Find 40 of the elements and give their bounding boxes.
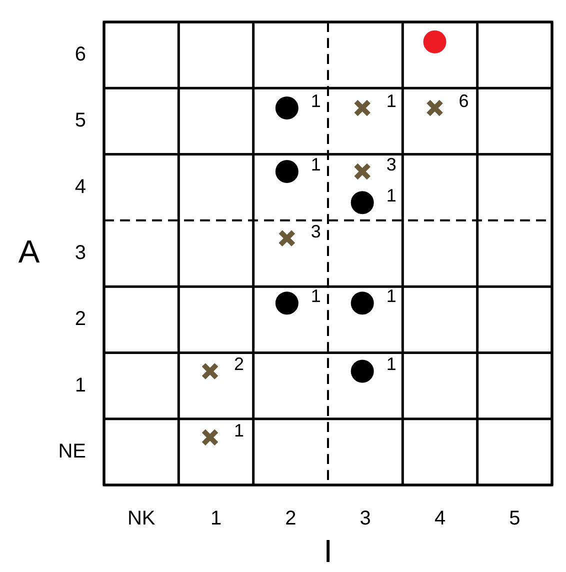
y-tick-label: 1 bbox=[74, 374, 86, 396]
point bbox=[275, 160, 298, 183]
y-tick-label: 3 bbox=[74, 242, 86, 264]
x-tick-label: NK bbox=[127, 508, 156, 530]
x-tick-label: 3 bbox=[360, 508, 371, 530]
annotation: 6 bbox=[458, 90, 469, 111]
x-axis-title: I bbox=[324, 532, 332, 569]
annotation: 1 bbox=[386, 354, 396, 374]
point bbox=[201, 428, 219, 446]
annotation: 1 bbox=[310, 286, 321, 306]
annotation: 1 bbox=[386, 286, 396, 306]
annotation: 1 bbox=[310, 154, 321, 174]
point bbox=[423, 30, 446, 54]
y-tick-label: 4 bbox=[74, 176, 86, 198]
x-tick-label: 2 bbox=[285, 508, 296, 530]
annotation: 2 bbox=[234, 354, 244, 374]
point bbox=[275, 292, 298, 315]
point bbox=[350, 191, 374, 214]
annotation: 3 bbox=[310, 221, 321, 242]
x-tick-label: 4 bbox=[434, 508, 446, 530]
point bbox=[350, 360, 374, 383]
y-tick-label: 6 bbox=[74, 44, 86, 66]
annotation: 1 bbox=[386, 90, 396, 111]
point bbox=[278, 229, 296, 248]
point bbox=[426, 99, 444, 117]
y-tick-label: 5 bbox=[74, 110, 86, 132]
point bbox=[350, 292, 374, 315]
y-tick-label: 2 bbox=[74, 308, 86, 330]
annotation: 1 bbox=[310, 90, 321, 111]
point bbox=[353, 162, 372, 180]
annotation: 1 bbox=[386, 186, 396, 206]
point bbox=[201, 362, 219, 380]
y-tick-label: NE bbox=[58, 440, 86, 462]
x-tick-label: 1 bbox=[210, 508, 222, 530]
x-tick-label: 5 bbox=[509, 508, 520, 530]
annotation: 1 bbox=[234, 420, 244, 440]
point bbox=[353, 99, 372, 117]
y-axis-title: A bbox=[18, 233, 40, 270]
annotation: 3 bbox=[386, 154, 396, 174]
point bbox=[275, 96, 298, 120]
